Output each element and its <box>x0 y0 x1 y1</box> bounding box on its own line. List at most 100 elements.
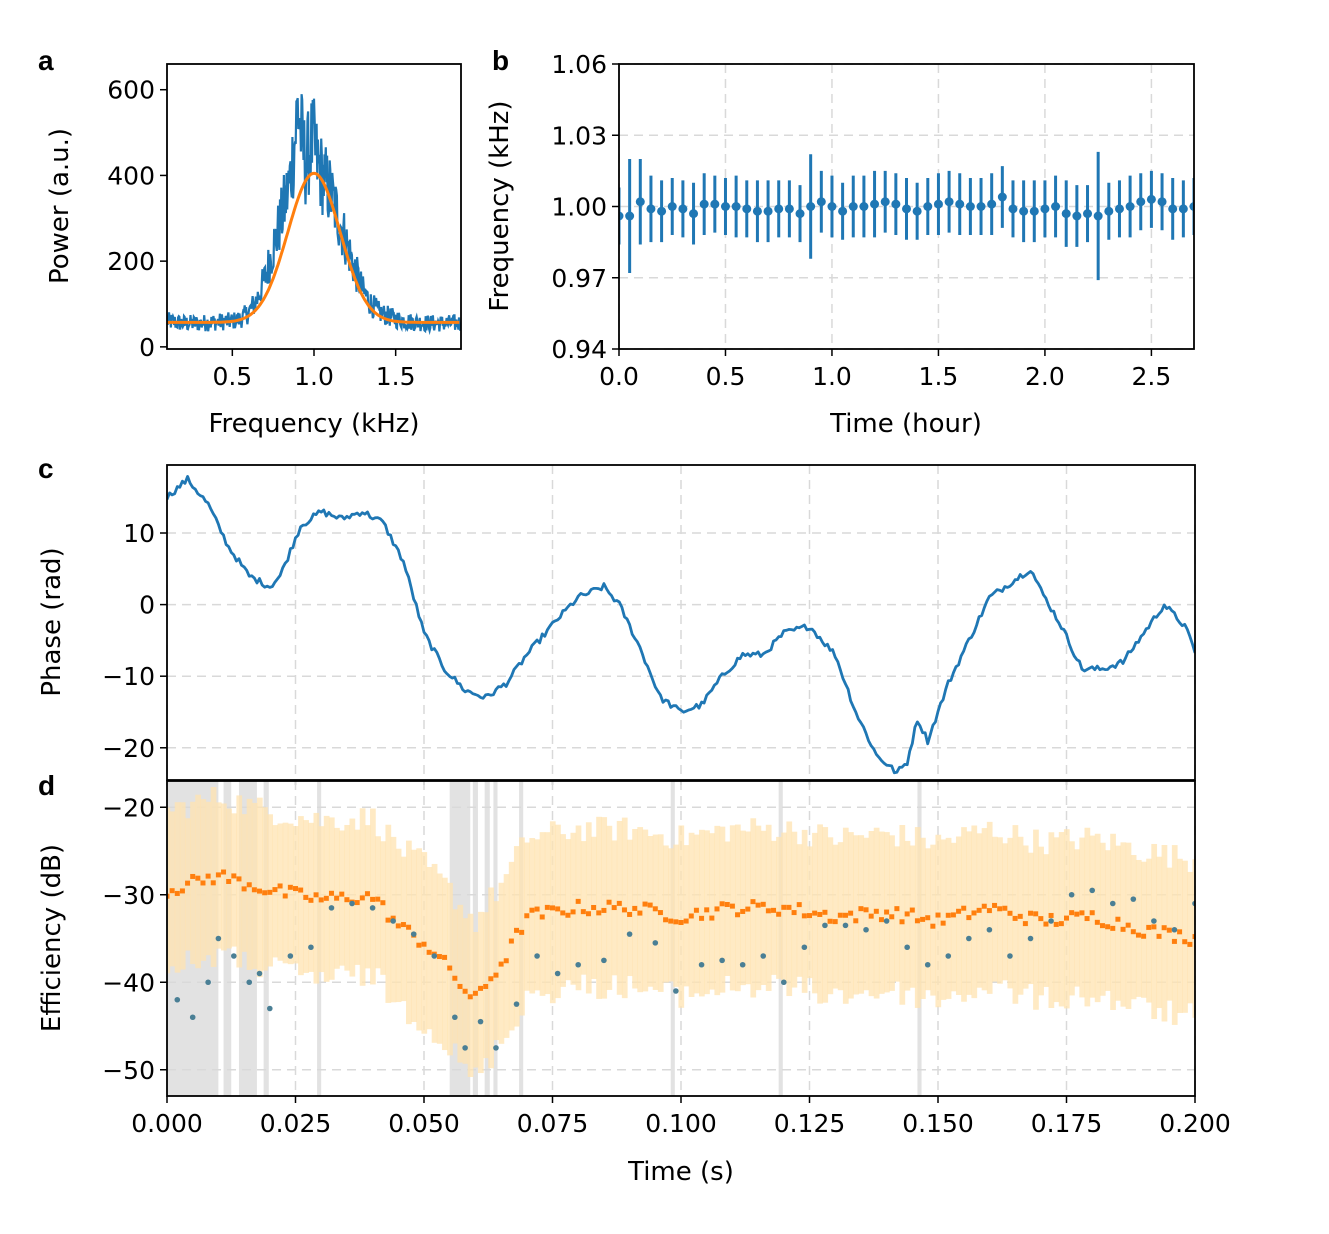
panel-b-point <box>1051 202 1061 211</box>
panel-d-measured-point <box>308 944 314 951</box>
panel-d-band-segment <box>570 832 577 985</box>
panel-b-point <box>933 199 943 209</box>
panel-d-mean-point <box>580 909 586 915</box>
panel-d-mean-point <box>925 915 931 921</box>
panel-d-mean-point <box>591 904 597 910</box>
panel-d-band-segment <box>349 818 356 977</box>
panel-b-ytick-label: 1.00 <box>551 193 607 222</box>
panel-d-measured-point <box>410 931 417 937</box>
panel-d-mean-point <box>416 942 422 948</box>
panel-d-ylabel: Efficiency (dB) <box>37 844 67 1032</box>
panel-b-point <box>646 204 656 214</box>
panel-d-mean-point <box>257 888 263 894</box>
panel-d-band-segment <box>241 814 248 952</box>
panel-d-xtick-label: 0.150 <box>902 1109 974 1138</box>
panel-a-ytick-label: 0 <box>139 333 155 362</box>
panel-d-mean-point <box>740 908 746 914</box>
panel-b-point <box>710 199 720 209</box>
panel-d-band-segment <box>179 802 186 970</box>
panel-d-measured-point <box>652 940 659 946</box>
panel-d-band-segment <box>776 836 782 979</box>
panel-c-ytick-label: 0 <box>139 591 155 620</box>
panel-d-mean-point <box>1171 938 1177 944</box>
panel-d-mean-point <box>1084 916 1090 922</box>
panel-d-mean-point <box>699 915 705 921</box>
panel-d-mean-point <box>992 902 998 908</box>
panel-d-band-segment <box>601 817 608 999</box>
panel-d-mean-point <box>637 910 643 916</box>
panel-d-band-segment <box>1105 850 1111 991</box>
panel-d-mean-point <box>945 912 951 918</box>
panel-d-measured-point <box>287 953 294 959</box>
panel-d-xtick-label: 0.100 <box>645 1109 717 1138</box>
panel-d-mean-point <box>200 880 206 886</box>
panel-d-measured-point <box>554 970 561 977</box>
panel-d-mean-point <box>560 910 566 916</box>
panel-d-band-segment <box>1166 867 1173 1001</box>
panel-d-mean-point <box>873 908 879 914</box>
panel-d-mean-point <box>642 901 648 907</box>
panel-d-mean-point <box>760 901 766 907</box>
panel-d-measured-point <box>1068 891 1075 898</box>
panel-d-band-segment <box>1089 835 1096 998</box>
panel-d-mean-point <box>195 875 201 881</box>
panel-d-mean-point <box>1048 912 1054 918</box>
panel-d-mean-point <box>827 918 833 924</box>
panel-b-point <box>763 206 773 216</box>
panel-b-point <box>657 206 667 216</box>
panel-a-ytick-label: 200 <box>107 247 155 276</box>
panel-d-mean-point <box>750 899 756 905</box>
panel-d-mean-point <box>776 911 782 917</box>
panel-d-xlabel: Time (s) <box>627 1157 734 1187</box>
panel-d-mean-point <box>1161 925 1167 931</box>
panel-b-point <box>944 197 954 207</box>
panel-d-xtick-label: 0.125 <box>774 1109 846 1138</box>
panel-d-band-segment <box>1012 825 1019 1004</box>
panel-d-band-segment <box>406 840 412 1025</box>
panel-b-point <box>774 204 784 214</box>
panel-b-frequency-stability: b 0.94 0.97 1.00 1.03 1.06 0.0 0.5 1.0 1.5 2.0 2.5… <box>485 45 1195 439</box>
panel-d-mean-point <box>452 975 458 981</box>
panel-a-spectrum-line <box>167 94 461 336</box>
panel-d-mean-point <box>442 954 448 960</box>
panel-b-point <box>1136 197 1146 207</box>
panel-d-measured-point <box>781 979 787 986</box>
panel-d-mean-point <box>370 896 376 902</box>
panel-b-point <box>965 202 975 211</box>
panel-d-band-segment <box>416 848 423 1031</box>
panel-b-point <box>667 202 677 211</box>
panel-b-point <box>806 202 816 211</box>
panel-d-mean-point <box>1002 905 1008 911</box>
panel-c-phase-line <box>167 474 1195 775</box>
panel-d-mean-point <box>796 902 802 908</box>
panel-d-band-segment <box>740 830 746 986</box>
panel-d-mean-point <box>771 907 777 913</box>
panel-d-band-segment <box>339 830 345 966</box>
panel-d-measured-point <box>1007 953 1013 959</box>
panel-d-mean-point <box>344 897 350 903</box>
panel-d-mean-point <box>745 906 751 912</box>
panel-d-mean-point <box>1177 929 1183 935</box>
panel-d-measured-point <box>924 961 931 968</box>
panel-d-mean-point <box>863 907 869 913</box>
panel-d-mean-point <box>385 917 391 923</box>
panel-d-measured-point <box>698 961 705 968</box>
panel-d-mean-point <box>267 889 273 895</box>
panel-d-mean-point <box>1064 915 1069 921</box>
panel-b-point <box>752 206 762 216</box>
panel-d-mean-point <box>678 920 684 926</box>
panel-b-ytick-label: 1.06 <box>551 50 607 79</box>
panel-d-mean-point <box>801 913 807 919</box>
panel-d-band-segment <box>832 844 839 989</box>
panel-d-mean-point <box>570 909 576 915</box>
panel-d-mean-point <box>272 887 278 893</box>
panel-d-band-segment <box>493 901 500 1041</box>
panel-d-mean-point <box>1135 932 1141 938</box>
panel-d-mean-point <box>231 873 237 879</box>
panel-d-mean-point <box>786 904 792 910</box>
panel-d-mean-point <box>1105 924 1111 930</box>
panel-d-mean-point <box>550 905 555 911</box>
panel-d-measured-point <box>267 1005 273 1012</box>
panel-d-mean-point <box>544 904 550 910</box>
panel-d-measured-point <box>462 1045 468 1051</box>
